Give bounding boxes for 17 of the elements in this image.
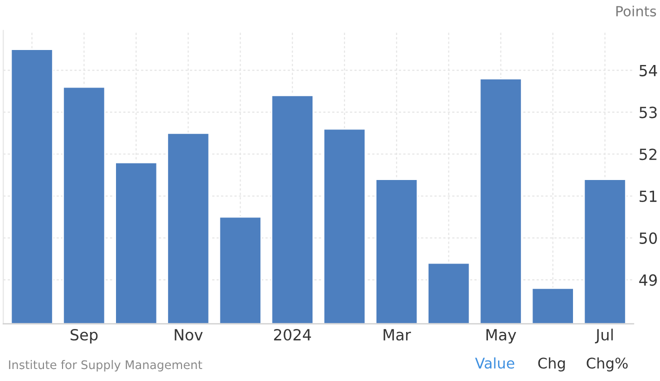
- text: Value: [475, 357, 514, 369]
- y-tick-label: 53: [640, 106, 657, 118]
- x-tick-label: Sep: [70, 328, 98, 344]
- x-tick-label: Jul: [594, 328, 613, 344]
- y-tick-label: 52: [640, 148, 656, 160]
- y-tick-label: 51: [640, 190, 656, 202]
- y-tick-label: 49: [639, 274, 657, 286]
- x-tick-label: 2024: [274, 328, 311, 341]
- y-tick-label: 50: [640, 232, 657, 244]
- x-tick-label: Mar: [384, 329, 411, 341]
- x-tick-label: Nov: [174, 329, 203, 341]
- y-tick-label: 54: [640, 64, 658, 76]
- y-axis-title: Points: [616, 6, 656, 16]
- x-tick-label: May: [486, 329, 516, 344]
- text: Chg%: [586, 357, 628, 372]
- text: Chg: [538, 357, 565, 372]
- text: Institute for Supply Management: [9, 360, 202, 372]
